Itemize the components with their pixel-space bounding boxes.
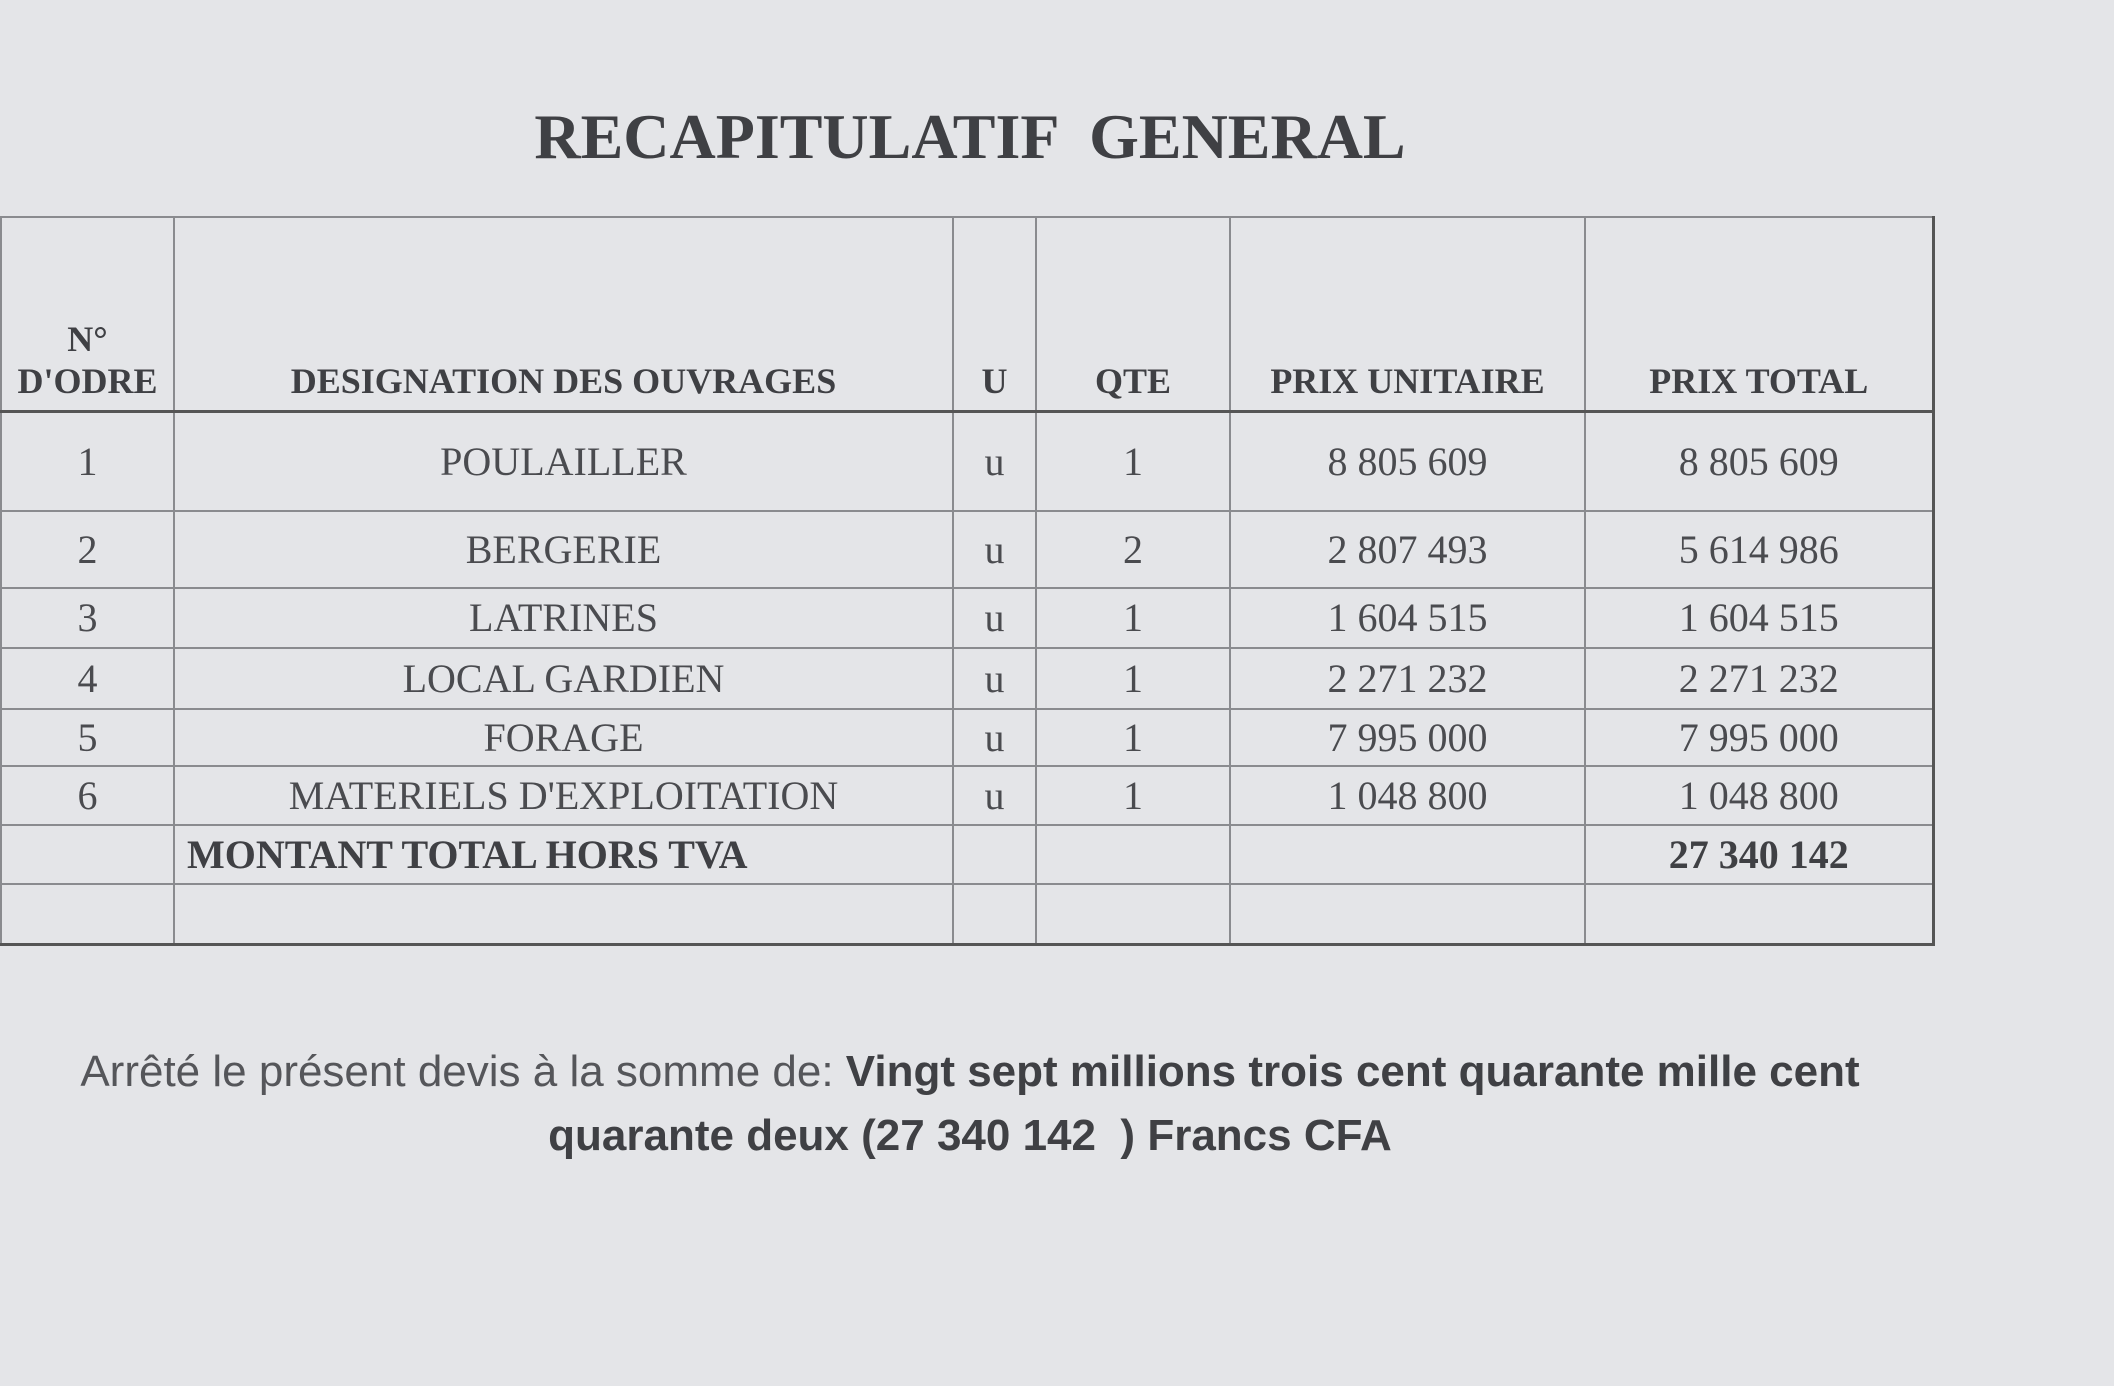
empty-cell <box>952 823 1037 885</box>
empty-cell <box>1035 882 1231 946</box>
table-cell: 4 <box>0 646 175 710</box>
table-cell: 7 995 000 <box>1584 707 1934 767</box>
table-cell: 3 <box>0 586 175 649</box>
table-cell: POULAILLER <box>173 410 954 512</box>
table-cell: 1 048 800 <box>1229 764 1586 826</box>
table-cell: 5 614 986 <box>1584 509 1934 589</box>
table-cell: LATRINES <box>173 586 954 649</box>
table-cell: 1 <box>1035 764 1231 826</box>
footer-text: Arrêté le présent devis à la somme de: <box>80 1047 846 1096</box>
summary-table: N° D'ODRE DESIGNATION DES OUVRAGES U QTE PRI… <box>0 216 1935 946</box>
title: RECAPITULATIF GENERAL <box>534 101 1406 172</box>
empty-row <box>0 882 1934 946</box>
empty-cell <box>0 882 175 946</box>
table-cell: BERGERIE <box>173 509 954 589</box>
table-cell: 2 <box>1035 509 1231 589</box>
header-cell: QTE <box>1035 216 1231 413</box>
table-cell: 8 805 609 <box>1229 410 1586 512</box>
footer-amount: Vingt sept millions trois cent quarante … <box>548 1047 1872 1160</box>
table-cell: 2 271 232 <box>1584 646 1934 710</box>
table-cell: LOCAL GARDIEN <box>173 646 954 710</box>
table-cell: 1 604 515 <box>1584 586 1934 649</box>
header-cell: U <box>952 216 1037 413</box>
table-cell: MATERIELS D'EXPLOITATION <box>173 764 954 826</box>
table-cell: 2 271 232 <box>1229 646 1586 710</box>
table-cell: u <box>952 586 1037 649</box>
header-cell: DESIGNATION DES OUVRAGES <box>173 216 954 413</box>
table-row: 2 BERGERIE u 2 2 807 493 5 614 986 <box>0 509 1934 589</box>
table-cell: u <box>952 509 1037 589</box>
total-label: MONTANT TOTAL HORS TVA <box>173 823 954 885</box>
table-row: 6 MATERIELS D'EXPLOITATION u 1 1 048 800 1 04… <box>0 764 1934 826</box>
empty-cell <box>173 882 954 946</box>
table-cell: 1 <box>0 410 175 512</box>
table-row: 3 LATRINES u 1 1 604 515 1 604 515 <box>0 586 1934 649</box>
footer: Arrêté le présent devis à la somme de: V… <box>30 1040 1910 1168</box>
header-cell: PRIX TOTAL <box>1584 216 1934 413</box>
table-cell: 7 995 000 <box>1229 707 1586 767</box>
empty-cell <box>1584 882 1934 946</box>
header-cell: PRIX UNITAIRE <box>1229 216 1586 413</box>
table-cell: 2 807 493 <box>1229 509 1586 589</box>
table-row: 4 LOCAL GARDIEN u 1 2 271 232 2 271 232 <box>0 646 1934 710</box>
table-cell: 2 <box>0 509 175 589</box>
table-row: 5 FORAGE u 1 7 995 000 7 995 000 <box>0 707 1934 767</box>
empty-cell <box>952 882 1037 946</box>
table-row: 1 POULAILLER u 1 8 805 609 8 805 609 <box>0 410 1934 512</box>
table-cell: 1 048 800 <box>1584 764 1934 826</box>
empty-cell <box>0 823 175 885</box>
table-cell: 1 <box>1035 586 1231 649</box>
table-cell: 1 <box>1035 410 1231 512</box>
empty-cell <box>1229 823 1586 885</box>
table-cell: 1 <box>1035 707 1231 767</box>
table-cell: FORAGE <box>173 707 954 767</box>
table-cell: u <box>952 764 1037 826</box>
table-cell: u <box>952 707 1037 767</box>
total-row: MONTANT TOTAL HORS TVA 27 340 142 <box>0 823 1934 885</box>
table-cell: 6 <box>0 764 175 826</box>
table-cell: u <box>952 410 1037 512</box>
header-cell: N° D'ODRE <box>0 216 175 413</box>
table-cell: 8 805 609 <box>1584 410 1934 512</box>
empty-cell <box>1035 823 1231 885</box>
table-cell: 5 <box>0 707 175 767</box>
table-cell: u <box>952 646 1037 710</box>
total-value: 27 340 142 <box>1584 823 1934 885</box>
header-row: N° D'ODRE DESIGNATION DES OUVRAGES U QTE PRI… <box>0 216 1934 413</box>
table-cell: 1 <box>1035 646 1231 710</box>
table-cell: 1 604 515 <box>1229 586 1586 649</box>
empty-cell <box>1229 882 1586 946</box>
